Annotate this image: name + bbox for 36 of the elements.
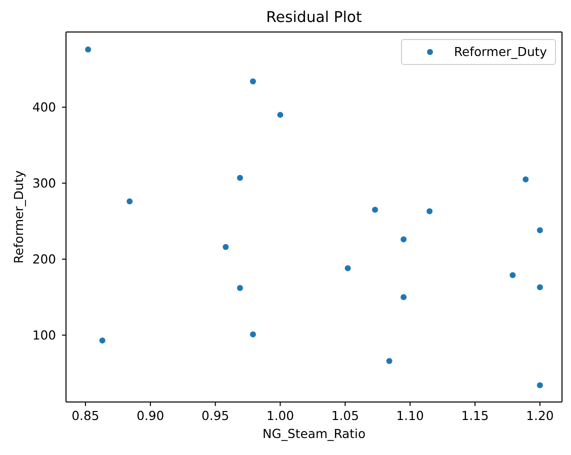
- point: [536, 227, 543, 234]
- y-tick-label: 100: [32, 328, 56, 343]
- point: [400, 294, 407, 300]
- point: [250, 78, 256, 84]
- x-tick-label: 1.05: [331, 408, 359, 423]
- point: [344, 265, 351, 272]
- x-tick-label: 1.10: [396, 408, 424, 423]
- x-tick-label: 1.20: [526, 408, 554, 423]
- point: [85, 46, 92, 52]
- x-axis-title: NG_Steam_Ratio: [262, 426, 366, 441]
- point: [372, 206, 378, 213]
- point: [426, 208, 433, 214]
- y-tick-label: 400: [32, 100, 56, 115]
- legend-label: Reformer_Duty: [454, 44, 547, 60]
- x-tick-label: 1.15: [461, 408, 489, 423]
- point: [250, 331, 256, 338]
- point: [236, 285, 243, 292]
- y-tick-label: 300: [32, 176, 56, 191]
- point: [99, 337, 106, 344]
- y-axis-title: Reformer_Duty: [10, 170, 26, 264]
- point: [222, 244, 229, 250]
- point: [386, 358, 392, 364]
- point: [126, 198, 133, 204]
- x-tick-label: 0.90: [136, 408, 164, 423]
- y-tick-label: 200: [32, 252, 56, 267]
- point: [536, 284, 543, 290]
- point: [510, 272, 516, 278]
- point: [236, 174, 243, 181]
- x-tick-label: 0.85: [72, 408, 100, 423]
- point: [536, 382, 543, 388]
- point: [400, 236, 407, 242]
- chart-title: Residual Plot: [265, 8, 363, 26]
- point: [277, 112, 284, 118]
- point: [522, 176, 529, 182]
- x-tick-label: 1.00: [266, 408, 294, 423]
- x-tick-label: 0.95: [202, 408, 230, 423]
